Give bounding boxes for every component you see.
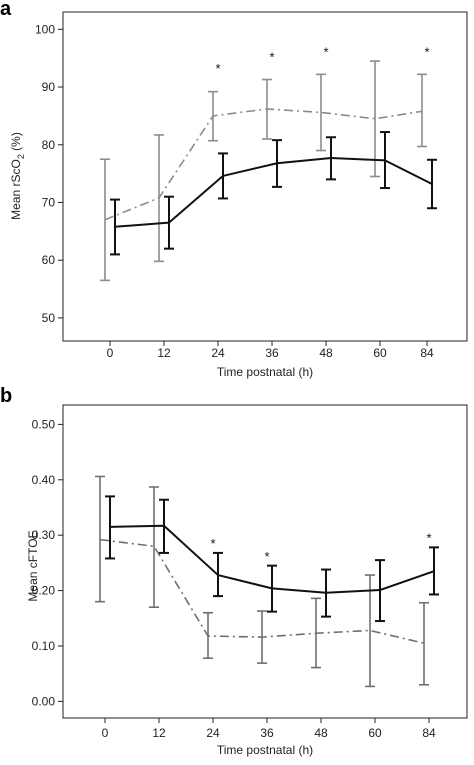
panel-a-x-tick-label: 24 bbox=[211, 346, 225, 360]
panel-a-y-tick-label: 80 bbox=[42, 138, 56, 152]
panel-b-y-tick-label: 0.20 bbox=[32, 584, 56, 598]
panel-b-series-solid-errorbar bbox=[429, 546, 439, 596]
panel-b-series-dashdot-errorbar bbox=[257, 610, 267, 664]
panel-a-series-solid-errorbar bbox=[164, 195, 174, 250]
panel-b-x-tick-label: 24 bbox=[206, 726, 220, 740]
panel-a-y-axis-title-unit: (%) bbox=[9, 132, 23, 154]
panel-b-series-dashdot-errorbar bbox=[365, 574, 375, 688]
panel-b-significance-marker: * bbox=[426, 530, 431, 545]
panel-a-x-tick-label: 12 bbox=[157, 346, 171, 360]
panel-a-series-solid-errorbar bbox=[272, 139, 282, 188]
panel-b-x-axis: 0 12 24 36 48 60 84 bbox=[102, 718, 436, 740]
panel-b-x-tick-label: 48 bbox=[314, 726, 328, 740]
panel-a-y-axis-title: Mean rScO2 (%) bbox=[9, 132, 26, 220]
panel-b-x-tick-label: 60 bbox=[368, 726, 382, 740]
panel-a-x-tick-label: 48 bbox=[319, 346, 333, 360]
panel-b-x-tick-label: 36 bbox=[260, 726, 274, 740]
panel-a-y-axis: 50 60 70 80 90 100 bbox=[35, 22, 63, 325]
panel-b-x-tick-label: 12 bbox=[152, 726, 166, 740]
panel-a-series-solid-errorbar bbox=[326, 136, 336, 181]
panel-a-series-dashdot-errorbar bbox=[154, 134, 164, 263]
panel-b-y-tick-label: 0.40 bbox=[32, 473, 56, 487]
panel-a-letter: a bbox=[0, 0, 12, 20]
panel-b-series-dashdot-errorbar bbox=[311, 597, 321, 669]
panel-a-significance-marker: * bbox=[269, 49, 274, 64]
panel-b-letter: b bbox=[0, 385, 12, 407]
panel-a-series-solid-errorbar bbox=[218, 152, 228, 200]
panel-b-series-dashdot-errorbar bbox=[203, 611, 213, 659]
panel-b-y-tick-label: 0.50 bbox=[32, 417, 56, 431]
panel-b-series bbox=[95, 475, 439, 688]
panel-a-series bbox=[100, 60, 437, 282]
panel-a-plot-frame bbox=[62, 11, 468, 342]
panel-b-series-solid-errorbar bbox=[267, 564, 277, 613]
panel-b-plot-frame bbox=[62, 404, 468, 719]
panel-b-series-solid-errorbar bbox=[375, 559, 385, 623]
panel-b-annotations: * * * bbox=[210, 530, 431, 564]
panel-b-series-solid-errorbar bbox=[213, 551, 223, 598]
panel-b-y-axis: 0.00 0.10 0.20 0.30 0.40 0.50 bbox=[32, 417, 63, 708]
panel-a-x-tick-label: 36 bbox=[265, 346, 279, 360]
panel-a-x-tick-label: 84 bbox=[420, 346, 434, 360]
panel-a-series-dashdot-errorbar bbox=[417, 73, 427, 148]
panel-b: b 0.00 0.10 0.20 0.30 0.40 0.50 0 12 24 36 48 60 84… bbox=[0, 385, 468, 757]
panel-a-x-axis: 0 12 24 36 48 60 84 bbox=[107, 341, 434, 360]
panel-b-significance-marker: * bbox=[210, 536, 215, 551]
panel-a-series-dashdot-errorbar bbox=[262, 78, 272, 140]
panel-a-y-tick-label: 90 bbox=[42, 80, 56, 94]
panel-a-y-axis-title-main: Mean rScO bbox=[9, 159, 23, 220]
panel-b-series-dashdot-errorbar bbox=[95, 475, 105, 603]
panel-a-annotations: * * * * bbox=[215, 45, 429, 76]
panel-b-x-axis-title: Time postnatal (h) bbox=[217, 743, 313, 757]
panel-a-series-dashdot-errorbar bbox=[370, 60, 380, 178]
panel-a-x-tick-label: 60 bbox=[373, 346, 387, 360]
panel-a-x-axis-title: Time postnatal (h) bbox=[217, 365, 313, 379]
panel-a-significance-marker: * bbox=[424, 45, 429, 60]
panel-a-y-tick-label: 70 bbox=[42, 195, 56, 209]
panel-a-series-dashdot-errorbar bbox=[100, 158, 110, 282]
panel-b-y-axis-title: Mean cFTOE bbox=[26, 530, 40, 601]
panel-a-series-dashdot-errorbar bbox=[316, 73, 326, 152]
panel-a-series-dashdot-errorbar bbox=[208, 90, 218, 142]
panel-b-y-tick-label: 0.30 bbox=[32, 528, 56, 542]
panel-a-significance-marker: * bbox=[323, 45, 328, 60]
panel-b-y-tick-label: 0.00 bbox=[32, 694, 56, 708]
panel-a: a 50 60 70 80 90 100 0 12 24 36 48 60 84 * * * * Time … bbox=[0, 0, 468, 379]
panel-a-y-tick-label: 100 bbox=[35, 22, 55, 36]
panel-b-x-tick-label: 84 bbox=[422, 726, 436, 740]
panel-b-series-solid-errorbar bbox=[159, 498, 169, 554]
panel-b-series-dashdot-errorbar bbox=[419, 601, 429, 686]
panel-b-series-solid-errorbar bbox=[321, 568, 331, 618]
panel-b-significance-marker: * bbox=[264, 549, 269, 564]
panel-b-series-solid-errorbar bbox=[105, 495, 115, 560]
panel-a-x-tick-label: 0 bbox=[107, 346, 114, 360]
panel-a-significance-marker: * bbox=[215, 61, 220, 76]
panel-b-series-dashdot-errorbar bbox=[149, 486, 159, 609]
panel-a-series-solid-errorbar bbox=[427, 158, 437, 210]
panel-a-series-solid-errorbar bbox=[380, 131, 390, 190]
panel-a-y-axis-title-subscript: 2 bbox=[16, 154, 26, 159]
panel-a-y-tick-label: 60 bbox=[42, 253, 56, 267]
panel-b-y-tick-label: 0.10 bbox=[32, 639, 56, 653]
panel-a-series-solid-errorbar bbox=[110, 198, 120, 256]
panel-a-y-tick-label: 50 bbox=[42, 311, 56, 325]
panel-b-x-tick-label: 0 bbox=[102, 726, 109, 740]
